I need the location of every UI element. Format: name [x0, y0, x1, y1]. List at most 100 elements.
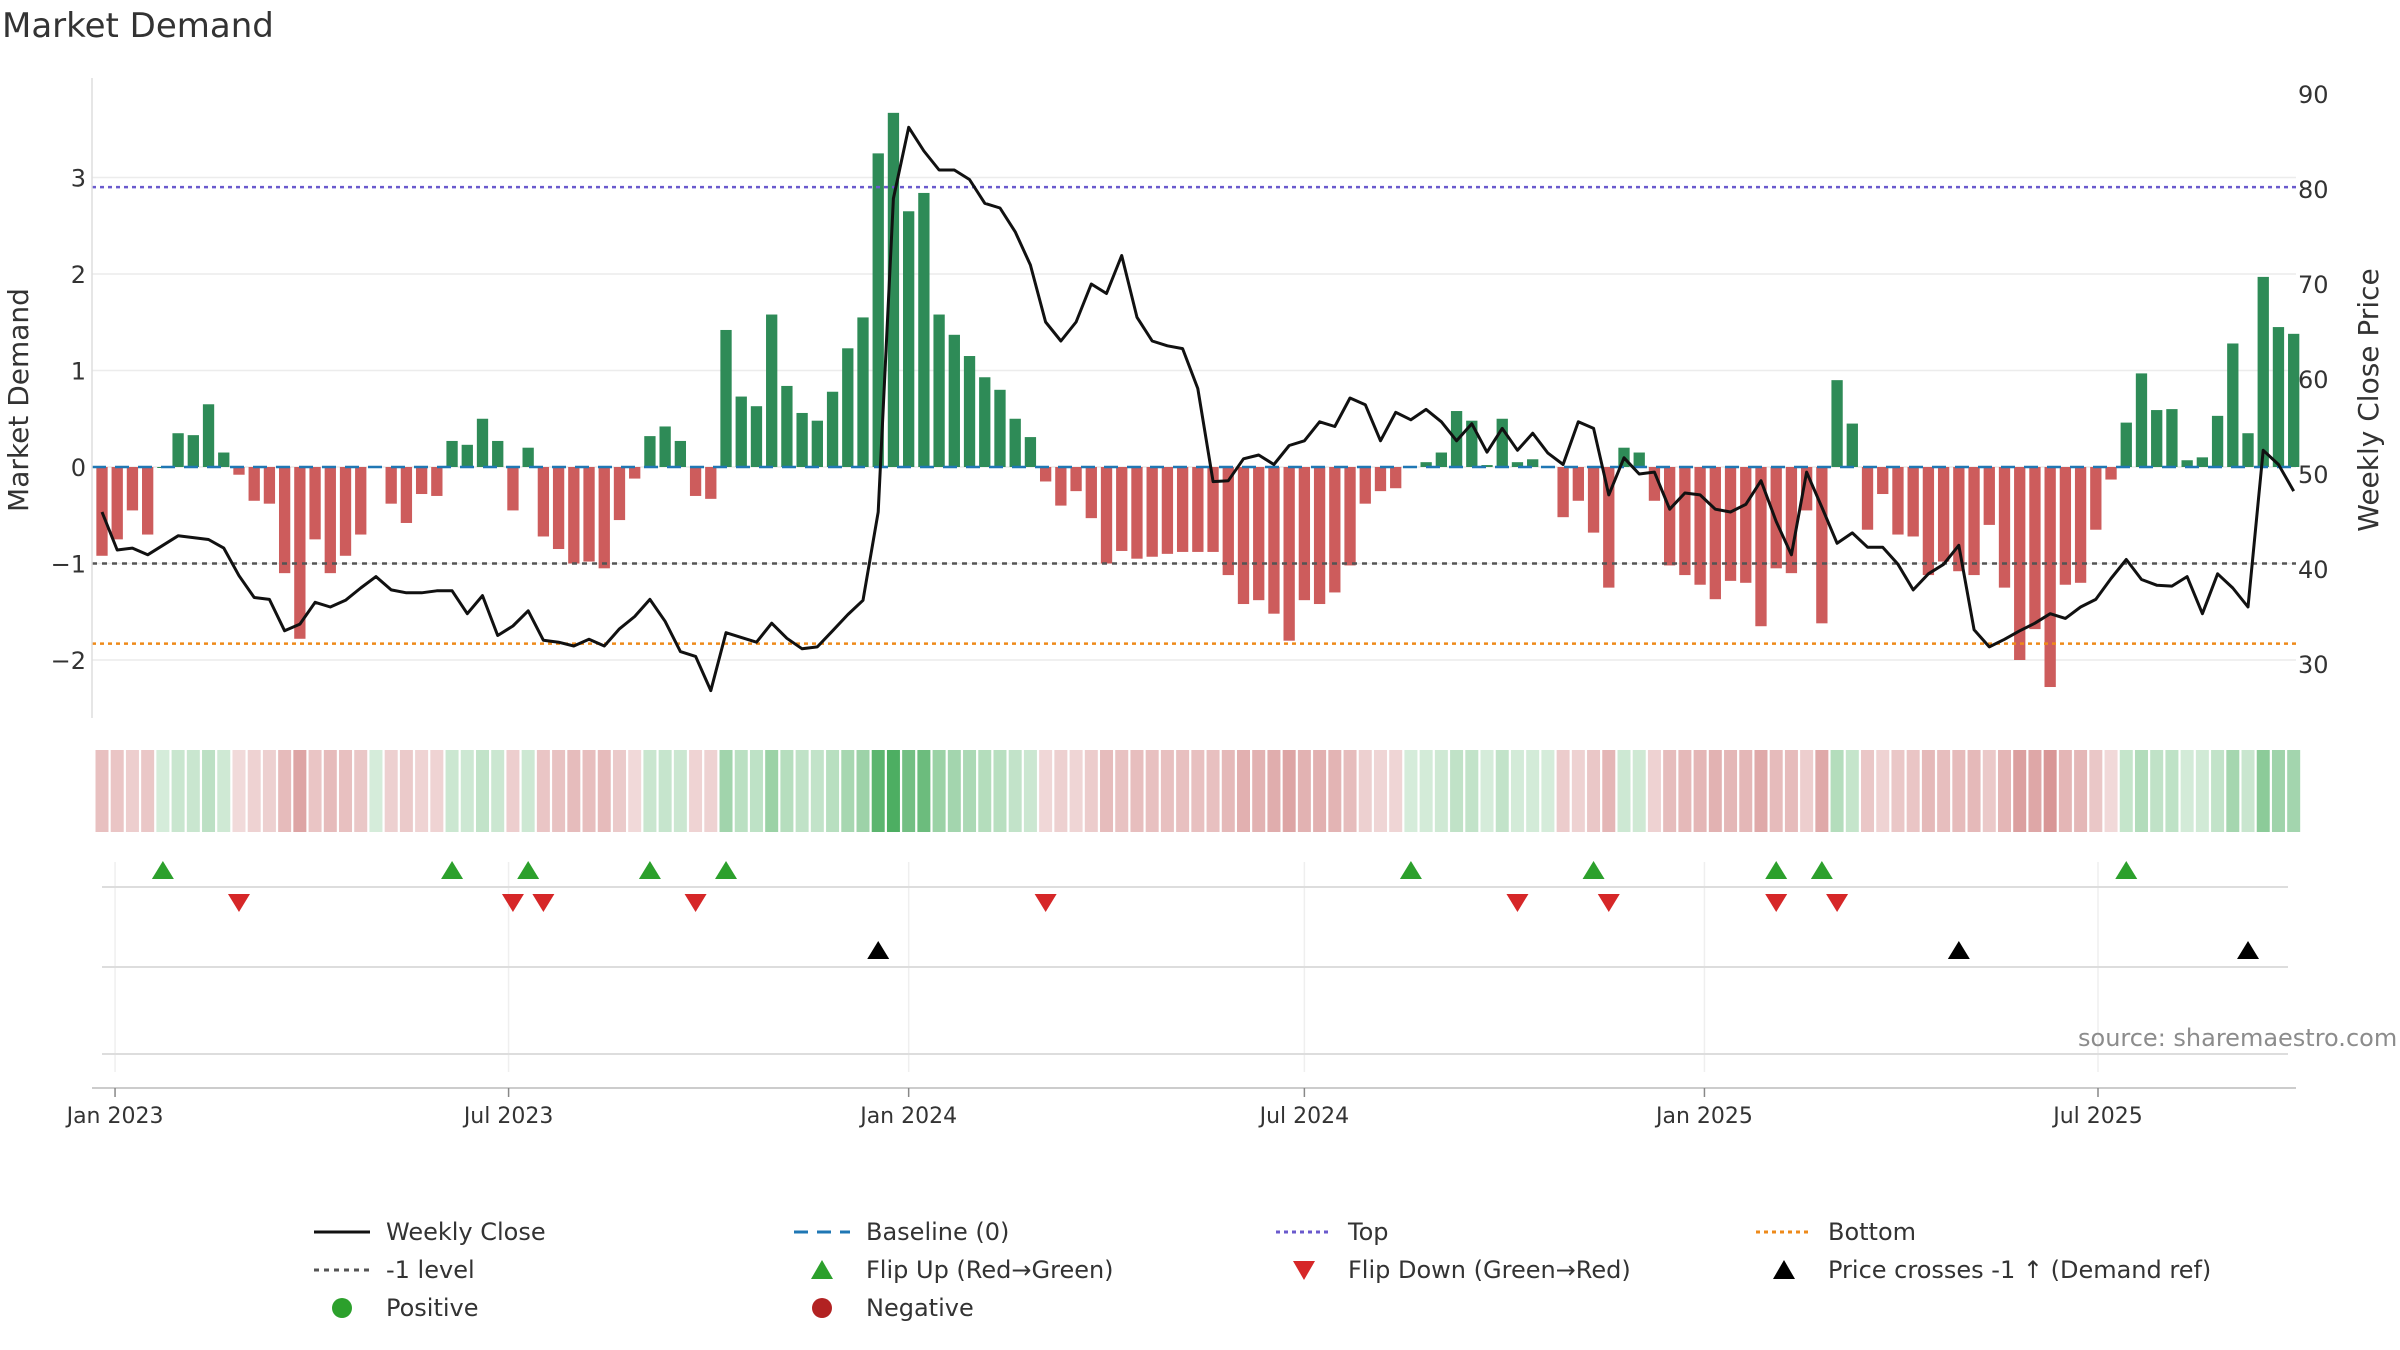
demand-bar — [1055, 467, 1067, 506]
heat-cell — [552, 750, 566, 832]
demand-bar — [1831, 380, 1843, 467]
heat-cell — [597, 750, 611, 832]
demand-bar — [1466, 420, 1478, 467]
heat-cell — [171, 750, 185, 832]
legend-swatch-minus-one — [314, 1268, 370, 1272]
legend-weekly-close: Weekly Close — [310, 1214, 546, 1250]
heat-cell — [217, 750, 231, 832]
flip-up-marker — [151, 861, 174, 879]
heat-cell — [1754, 750, 1768, 832]
red-dot-icon — [812, 1298, 832, 1318]
heat-cell — [1541, 750, 1555, 832]
heat-cell — [1054, 750, 1068, 832]
heat-cell — [1160, 750, 1174, 832]
demand-bar — [1024, 437, 1037, 467]
demand-bar — [1390, 467, 1402, 489]
heat-cell — [1708, 750, 1722, 832]
demand-bar — [202, 404, 215, 467]
flip-down-marker — [1597, 894, 1620, 912]
heat-cell — [1130, 750, 1144, 832]
heat-cell — [765, 750, 779, 832]
demand-bar — [705, 467, 717, 499]
heat-cell — [476, 750, 489, 832]
flip-up-marker — [1810, 861, 1833, 879]
demand-bar — [2105, 467, 2117, 480]
demand-bar — [324, 467, 336, 574]
legend-swatch-top — [1276, 1230, 1332, 1234]
demand-bar — [994, 389, 1006, 467]
x-tick-label: Jul 2023 — [462, 1104, 554, 1129]
demand-bar — [659, 426, 671, 467]
right-tick-label: 90 — [2298, 81, 2329, 109]
source-credit: source: sharemaestro.com — [2078, 1024, 2398, 1052]
heat-cell — [2226, 750, 2240, 832]
demand-bar — [278, 467, 291, 574]
triangle-up-icon — [811, 1260, 833, 1279]
heat-cell — [1252, 750, 1266, 832]
heat-cell — [704, 750, 718, 832]
demand-bar — [811, 420, 823, 467]
legend-label: Weekly Close — [386, 1218, 546, 1246]
heat-cell — [2058, 750, 2072, 832]
heat-cell — [1998, 750, 2011, 832]
demand-bar — [263, 467, 276, 504]
demand-bar — [172, 433, 184, 467]
legend-swatch-close — [314, 1230, 370, 1234]
legend-label: Price crosses -1 ↑ (Demand ref) — [1828, 1256, 2212, 1284]
heat-cell — [2104, 750, 2118, 832]
heat-cell — [1434, 750, 1448, 832]
heat-cell — [1587, 750, 1601, 832]
demand-bar — [689, 467, 702, 496]
heat-cell — [1830, 750, 1844, 832]
heat-cell — [795, 750, 809, 832]
demand-bar — [1237, 467, 1250, 605]
demand-bar — [2242, 433, 2254, 467]
cross-up-marker — [867, 941, 890, 959]
heat-cell — [1967, 750, 1981, 832]
legend-baseline: Baseline (0) — [790, 1214, 1009, 1250]
flip-up-marker — [2115, 861, 2138, 879]
heat-cell — [1982, 750, 1996, 832]
heat-cell — [2043, 750, 2057, 832]
demand-bar — [720, 329, 732, 467]
heat-cell — [1039, 750, 1053, 832]
x-tick-label: Jan 2023 — [65, 1104, 164, 1129]
heat-cell — [1237, 750, 1250, 832]
demand-bar — [1100, 467, 1113, 564]
heat-cell — [1617, 750, 1631, 832]
demand-bar — [552, 467, 565, 550]
heat-cell — [2134, 750, 2148, 832]
demand-bar — [187, 435, 199, 467]
flip-up-marker — [1399, 861, 1422, 879]
demand-bar — [96, 467, 108, 556]
heat-cell — [202, 750, 216, 832]
heat-cell — [1693, 750, 1707, 832]
heat-cell — [689, 750, 703, 832]
heat-cell — [2241, 750, 2255, 832]
heat-cell — [430, 750, 444, 832]
demand-bar — [142, 467, 154, 535]
heat-cell — [1191, 750, 1205, 832]
right-tick-label: 30 — [2298, 651, 2329, 679]
flip-down-marker — [1506, 894, 1529, 912]
demand-bar — [1861, 467, 1874, 530]
heat-cell — [1800, 750, 1814, 832]
demand-bar — [2120, 422, 2132, 467]
legend-label: Flip Down (Green→Red) — [1348, 1256, 1631, 1284]
demand-bar — [1724, 467, 1737, 581]
demand-bar — [613, 467, 626, 521]
left-axis-label: Market Demand — [2, 288, 35, 512]
demand-bar — [1496, 418, 1508, 467]
demand-bar — [461, 444, 473, 467]
heat-cell — [2211, 750, 2225, 832]
demand-bar — [1603, 467, 1615, 588]
demand-bar — [598, 467, 610, 569]
demand-bar — [629, 467, 641, 479]
heat-cell — [1739, 750, 1753, 832]
heat-cell — [141, 750, 155, 832]
legend-minus-one: -1 level — [310, 1252, 475, 1288]
heat-cell — [1845, 750, 1859, 832]
heat-cell — [445, 750, 459, 832]
demand-bar — [537, 467, 550, 537]
legend-label: Baseline (0) — [866, 1218, 1010, 1246]
